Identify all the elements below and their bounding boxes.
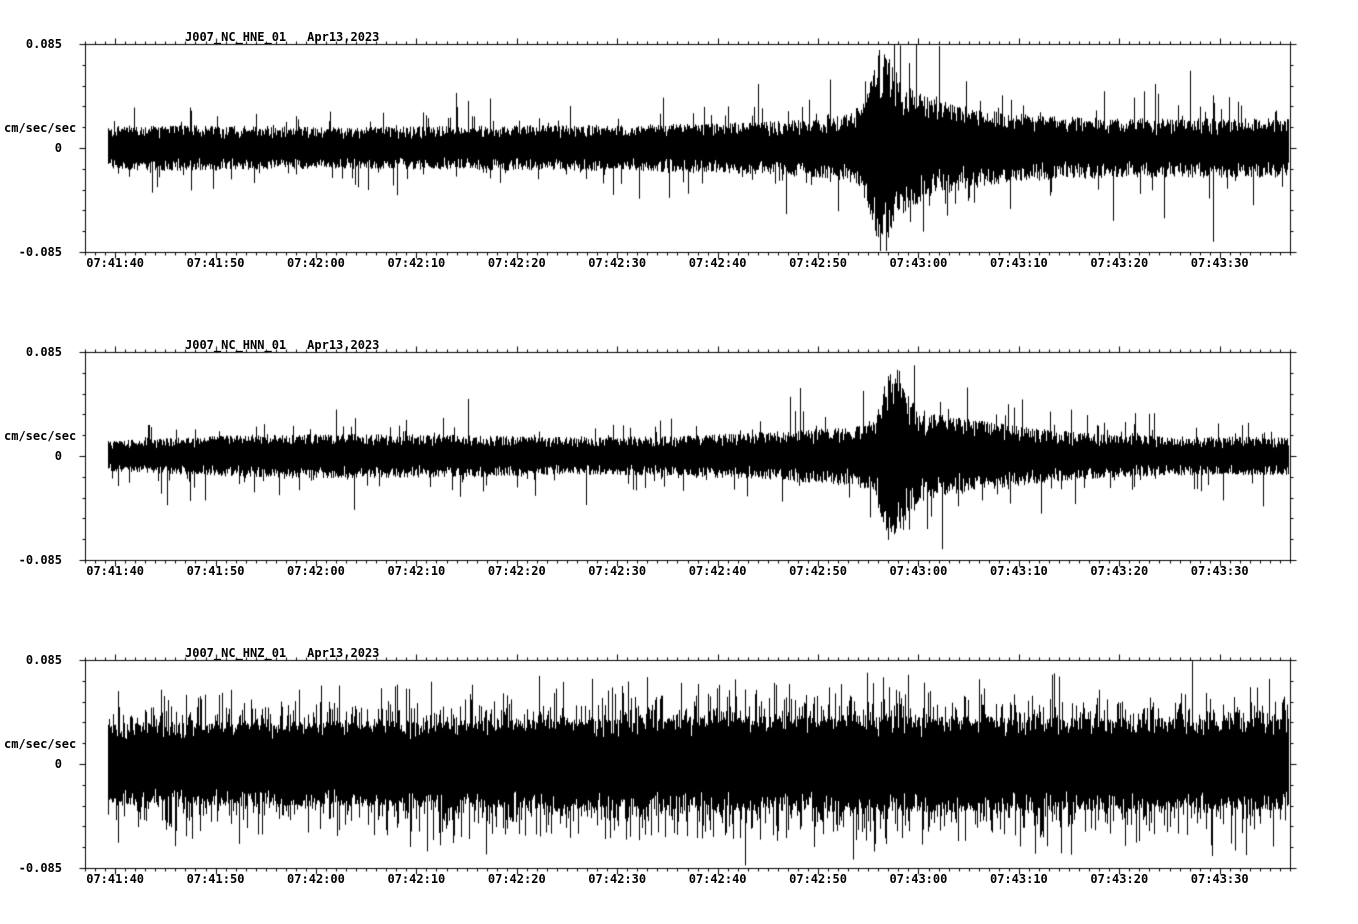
x-tick-label: 07:42:50 — [789, 564, 847, 578]
trace-title: J007_NC_HNE_01 — [185, 30, 287, 44]
x-tick-label: 07:42:40 — [688, 872, 747, 886]
x-tick-label: 07:43:00 — [889, 564, 948, 578]
waveform-canvas-hnz — [0, 616, 1358, 924]
x-tick-label: 07:43:30 — [1190, 872, 1249, 886]
y-tick-label-zero: 0 — [54, 141, 62, 155]
trace-date: Apr13,2023 — [307, 338, 380, 352]
x-tick-label: 07:43:10 — [989, 256, 1048, 270]
trace-title-row: J007_NC_HNZ_01 Apr13,2023 — [185, 646, 379, 660]
x-tick-label: 07:43:00 — [889, 872, 948, 886]
x-tick-label: 07:42:10 — [387, 564, 446, 578]
x-tick-label: 07:42:30 — [588, 256, 647, 270]
waveform-canvas-hnn — [0, 308, 1358, 616]
seismogram-panel-hne: J007_NC_HNE_01 Apr13,2023 cm/sec/sec 0.08… — [0, 0, 1358, 308]
x-tick-label: 07:42:10 — [387, 872, 446, 886]
x-axis-labels: 07:41:40 07:41:50 07:42:00 07:42:10 07:42:20… — [0, 564, 1358, 580]
x-tick-label: 07:42:20 — [487, 564, 546, 578]
waveform-canvas-hne — [0, 0, 1358, 308]
x-tick-label: 07:43:30 — [1190, 256, 1249, 270]
trace-date: Apr13,2023 — [307, 646, 380, 660]
x-tick-label: 07:42:20 — [487, 256, 546, 270]
x-tick-label: 07:41:40 — [86, 872, 145, 886]
y-tick-label-max: 0.085 — [25, 653, 62, 667]
x-tick-label: 07:41:50 — [186, 256, 245, 270]
x-tick-label: 07:41:50 — [186, 564, 245, 578]
x-tick-label: 07:43:20 — [1090, 256, 1149, 270]
trace-title-row: J007_NC_HNN_01 Apr13,2023 — [185, 338, 379, 352]
y-tick-label-min: -0.085 — [18, 861, 62, 875]
x-axis-labels: 07:41:40 07:41:50 07:42:00 07:42:10 07:42:20… — [0, 256, 1358, 272]
trace-title: J007_NC_HNN_01 — [185, 338, 287, 352]
x-tick-label: 07:41:40 — [86, 256, 145, 270]
x-axis-labels: 07:41:40 07:41:50 07:42:00 07:42:10 07:42:20… — [0, 872, 1358, 888]
x-tick-label: 07:43:20 — [1090, 872, 1149, 886]
x-tick-label: 07:42:50 — [789, 872, 847, 886]
x-tick-label: 07:43:30 — [1190, 564, 1249, 578]
x-tick-label: 07:42:10 — [387, 256, 446, 270]
x-tick-label: 07:42:40 — [688, 564, 747, 578]
y-axis-units-label: cm/sec/sec — [4, 121, 77, 135]
y-tick-label-max: 0.085 — [25, 37, 62, 51]
x-tick-label: 07:41:50 — [186, 872, 245, 886]
x-tick-label: 07:42:50 — [789, 256, 847, 270]
seismogram-panel-hnn: J007_NC_HNN_01 Apr13,2023 cm/sec/sec 0.08… — [0, 308, 1358, 616]
y-tick-label-max: 0.085 — [25, 345, 62, 359]
trace-title: J007_NC_HNZ_01 — [185, 646, 287, 660]
x-tick-label: 07:42:30 — [588, 872, 647, 886]
x-tick-label: 07:42:30 — [588, 564, 647, 578]
y-tick-label-zero: 0 — [54, 449, 62, 463]
y-tick-label-min: -0.085 — [18, 245, 62, 259]
x-tick-label: 07:41:40 — [86, 564, 145, 578]
y-tick-label-zero: 0 — [54, 757, 62, 771]
x-tick-label: 07:42:00 — [287, 872, 345, 886]
y-tick-label-min: -0.085 — [18, 553, 62, 567]
y-axis-units-label: cm/sec/sec — [4, 429, 77, 443]
x-tick-label: 07:43:10 — [989, 872, 1048, 886]
x-tick-label: 07:42:20 — [487, 872, 546, 886]
x-tick-label: 07:43:20 — [1090, 564, 1149, 578]
x-tick-label: 07:43:10 — [989, 564, 1048, 578]
x-tick-label: 07:42:40 — [688, 256, 747, 270]
x-tick-label: 07:43:00 — [889, 256, 948, 270]
y-axis-units-label: cm/sec/sec — [4, 737, 77, 751]
x-tick-label: 07:42:00 — [287, 564, 345, 578]
seismogram-panel-hnz: J007_NC_HNZ_01 Apr13,2023 cm/sec/sec 0.08… — [0, 616, 1358, 924]
trace-date: Apr13,2023 — [307, 30, 380, 44]
x-tick-label: 07:42:00 — [287, 256, 345, 270]
trace-title-row: J007_NC_HNE_01 Apr13,2023 — [185, 30, 379, 44]
